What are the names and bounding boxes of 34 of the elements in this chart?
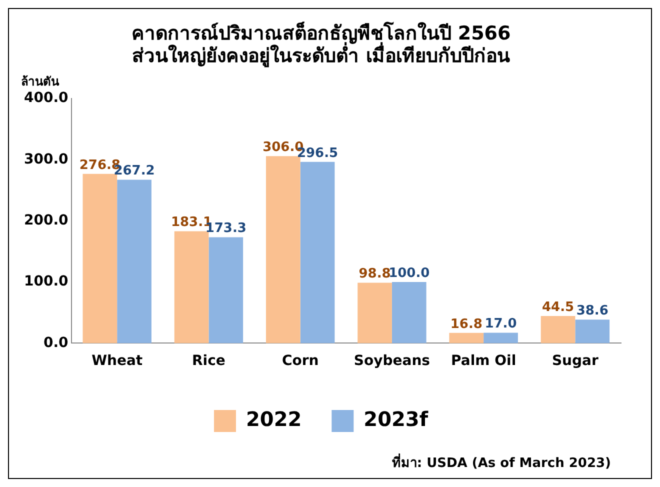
x-tick-label: Soybeans bbox=[354, 353, 430, 370]
bar bbox=[266, 156, 300, 344]
bar bbox=[449, 332, 484, 344]
x-tick-label: Corn bbox=[282, 353, 319, 370]
y-tick-label: 400.0 bbox=[24, 90, 69, 106]
x-tick-label: Sugar bbox=[552, 353, 598, 370]
y-tick-label: 0.0 bbox=[43, 334, 69, 351]
legend-label: 2023f bbox=[364, 407, 428, 432]
bar bbox=[300, 162, 335, 344]
x-tick-label: Palm Oil bbox=[451, 353, 516, 370]
bar bbox=[358, 282, 392, 344]
y-tick-label: 100.0 bbox=[24, 274, 69, 290]
bar bbox=[392, 282, 426, 344]
bar bbox=[540, 316, 576, 344]
bar bbox=[484, 332, 518, 344]
data-label: 17.0 bbox=[484, 316, 517, 332]
bar bbox=[174, 231, 209, 344]
bar bbox=[82, 174, 118, 344]
text: ที่มา: USDA (As of March 2023) bbox=[392, 452, 611, 471]
bar bbox=[575, 320, 610, 344]
data-label: 98.8 bbox=[358, 266, 391, 282]
x-tick-label: Rice bbox=[192, 353, 226, 370]
y-axis-title: ล้านตัน bbox=[21, 74, 60, 89]
bar bbox=[208, 237, 244, 344]
legend-label: 2022 bbox=[246, 407, 302, 432]
data-label: 16.8 bbox=[450, 316, 482, 332]
data-label: 38.6 bbox=[576, 303, 608, 318]
data-label: 44.5 bbox=[542, 300, 574, 315]
y-tick-label: 300.0 bbox=[24, 151, 69, 168]
chart-title: คาดการณ์ปริมาณสต็อกธัญพืชโลกในปี 2566 ส่วนใหญ่ยังคงอยู่ในระดับต่ำ เมื่อเทียบกับปีก่อน bbox=[131, 20, 511, 68]
x-tick-label: Wheat bbox=[92, 353, 143, 370]
y-tick-label: 200.0 bbox=[24, 212, 69, 229]
data-label: 100.0 bbox=[388, 266, 430, 281]
bar bbox=[117, 180, 152, 344]
